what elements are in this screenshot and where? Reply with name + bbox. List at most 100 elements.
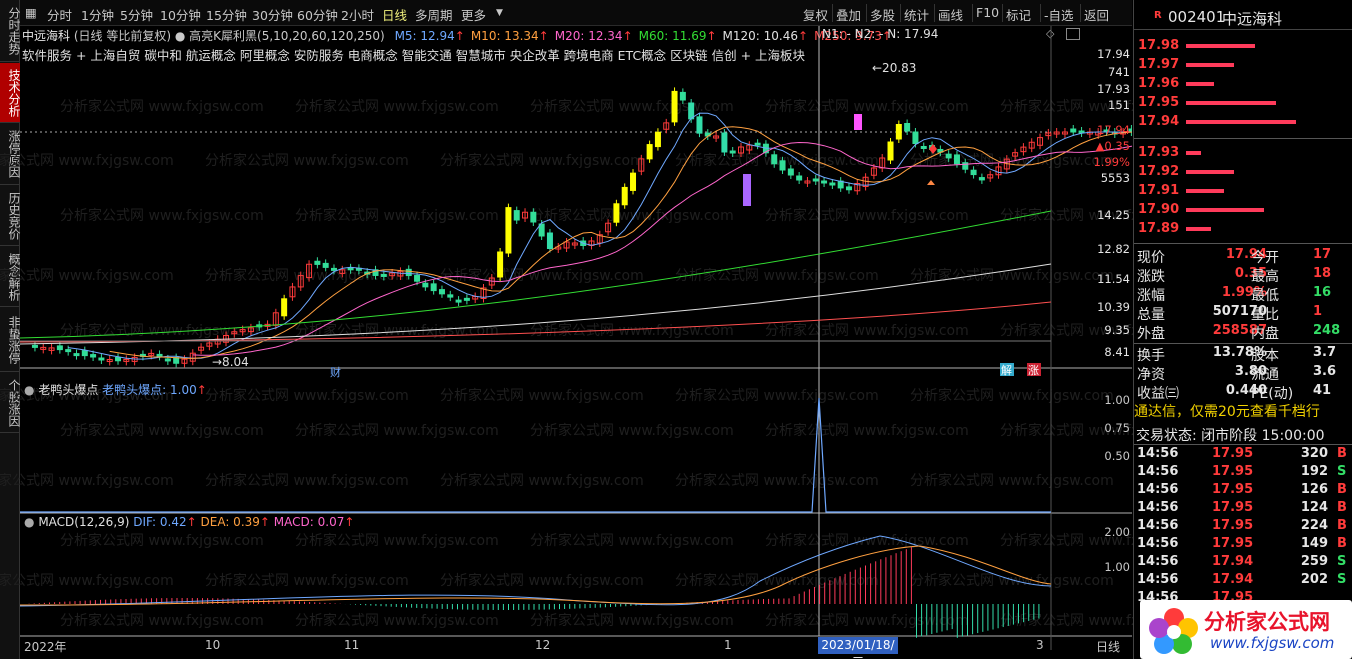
- tick-time: 14:56: [1137, 572, 1179, 587]
- bid-row[interactable]: 17.92: [1138, 164, 1352, 183]
- period-tab[interactable]: 更多: [461, 8, 487, 23]
- promo-banner[interactable]: 通达信，仅需20元查看千档行: [1134, 404, 1320, 420]
- bid-depth-bar: [1186, 151, 1201, 155]
- period-tab[interactable]: 5分钟: [120, 8, 153, 23]
- ind3-title[interactable]: MACD(12,26,9): [38, 515, 130, 529]
- candle-body: [65, 349, 72, 353]
- toolbar-button[interactable]: -自选: [1044, 8, 1074, 23]
- tick-time: 14:56: [1137, 518, 1179, 533]
- candle-body: [480, 287, 487, 299]
- candle-body: [679, 91, 686, 101]
- candle-body: [281, 298, 288, 317]
- side-tab[interactable]: 概念解析: [0, 247, 21, 307]
- toolbar-grid-icon[interactable]: ▦: [25, 5, 37, 20]
- toolbar-divider: [1002, 4, 1003, 22]
- ma10-line: [109, 126, 1132, 359]
- toolbar-button[interactable]: 多股: [870, 8, 896, 23]
- ask-row[interactable]: 17.94: [1138, 114, 1352, 133]
- bid-row[interactable]: 17.89: [1138, 221, 1352, 240]
- quote-value: 16: [1313, 285, 1332, 300]
- quote-value: 1.99%: [1221, 285, 1267, 300]
- side-tab[interactable]: 分时走势: [0, 0, 21, 62]
- candle-body: [787, 168, 794, 176]
- period-tab[interactable]: 15分钟: [206, 8, 247, 23]
- price-axis-label: 8.41: [1104, 345, 1130, 359]
- toolbar-button[interactable]: 画线: [938, 8, 964, 23]
- ask-row[interactable]: 17.98: [1138, 38, 1352, 57]
- zhang-marker-bg: [1027, 363, 1041, 376]
- ask-row[interactable]: 17.95: [1138, 95, 1352, 114]
- candle-body: [904, 123, 911, 132]
- tick-time: 14:56: [1137, 446, 1179, 461]
- ind2-close-icon[interactable]: ●: [24, 383, 35, 397]
- side-tab[interactable]: 涨停原因: [0, 124, 21, 185]
- period-tab[interactable]: 60分钟: [297, 8, 338, 23]
- tick-price: 17.95: [1212, 482, 1254, 497]
- candle-body: [571, 242, 578, 246]
- period-tab[interactable]: 分时: [47, 8, 73, 23]
- quote-row: 总量 507170 量比 1: [1137, 304, 1352, 323]
- candle-body: [671, 90, 678, 123]
- quote-value: 17: [1313, 247, 1332, 262]
- period-tab[interactable]: 30分钟: [252, 8, 293, 23]
- bid-row[interactable]: 17.93: [1138, 145, 1352, 164]
- side-tab[interactable]: 非蛰涨停: [0, 308, 21, 372]
- toolbar-button[interactable]: 标记: [1006, 8, 1032, 23]
- indicator-name[interactable]: 高亮K犀利黑(5,10,20,60,120,250): [189, 29, 385, 43]
- candle-body: [1037, 137, 1044, 146]
- candle-body: [1028, 141, 1035, 149]
- diamond-icon[interactable]: ◇: [1046, 27, 1055, 40]
- tick-volume: 259: [1300, 554, 1328, 569]
- candle-body: [1070, 128, 1077, 133]
- bid-depth-bar: [1186, 189, 1224, 193]
- macd-axis-label: 2.00: [1104, 525, 1130, 539]
- ind3-close-icon[interactable]: ●: [24, 515, 35, 529]
- candle-body: [621, 186, 628, 206]
- toolbar-button[interactable]: 叠加: [836, 8, 862, 23]
- ask-row[interactable]: 17.96: [1138, 76, 1352, 95]
- indicator-dropdown-icon[interactable]: ●: [174, 29, 186, 43]
- period-tab[interactable]: 多周期: [415, 8, 453, 23]
- quote-row: 净资 3.80 流通 3.6: [1137, 364, 1352, 383]
- tick-row: 14:56 17.95 149 B: [1134, 536, 1352, 554]
- tick-row: 14:56 17.95 320 B: [1134, 446, 1352, 464]
- period-tab[interactable]: 1分钟: [81, 8, 114, 23]
- toolbar-button[interactable]: 返回: [1084, 8, 1110, 23]
- more-chevron-icon[interactable]: ▼: [496, 8, 503, 18]
- ind2-title[interactable]: 老鸭头爆点: [38, 383, 99, 397]
- tick-volume: 320: [1300, 446, 1328, 461]
- quote-label: 最高: [1251, 269, 1279, 285]
- kline-chart[interactable]: ←20.83 →8.04 财 解 涨: [20, 26, 1132, 650]
- period-tab[interactable]: 2小时: [341, 8, 374, 23]
- toolbar-divider: [832, 4, 833, 22]
- period-tab[interactable]: 10分钟: [160, 8, 201, 23]
- site-logo: 分析家公式网 www.fxjgsw.com: [1140, 600, 1352, 659]
- toolbar-button[interactable]: F10: [976, 5, 1000, 20]
- side-tab[interactable]: 技术分析: [0, 63, 21, 123]
- quote-value: 41: [1313, 383, 1332, 398]
- arrow-marker-icon: [927, 180, 935, 185]
- candle-body: [945, 153, 952, 159]
- ind2-header: ● 老鸭头爆点 老鸭头爆点: 1.00↑: [24, 381, 207, 398]
- ask-depth-bar: [1186, 44, 1255, 48]
- laoyatou-line: [20, 397, 1051, 513]
- candle-body: [40, 346, 47, 350]
- quote-value: 507170: [1212, 304, 1267, 319]
- candle-body: [713, 135, 720, 139]
- ask-depth-bar: [1186, 101, 1276, 105]
- price-axis-label: 10.39: [1097, 300, 1130, 314]
- price-axis-label: 12.82: [1097, 242, 1130, 256]
- bid-price: 17.90: [1138, 202, 1180, 217]
- r-badge-icon: R: [1154, 10, 1162, 21]
- side-tab[interactable]: 历史竞价: [0, 186, 21, 246]
- bid-row[interactable]: 17.91: [1138, 183, 1352, 202]
- period-tab[interactable]: 日线: [382, 8, 408, 23]
- bid-row[interactable]: 17.90: [1138, 202, 1352, 221]
- ind2-axis-label: 0.50: [1104, 449, 1130, 463]
- toolbar-button[interactable]: 统计: [904, 8, 930, 23]
- side-tab[interactable]: 个股涨因: [0, 373, 21, 433]
- tick-side: B: [1337, 482, 1347, 497]
- ask-row[interactable]: 17.97: [1138, 57, 1352, 76]
- maximize-icon[interactable]: [1066, 28, 1080, 40]
- toolbar-button[interactable]: 复权: [803, 8, 829, 23]
